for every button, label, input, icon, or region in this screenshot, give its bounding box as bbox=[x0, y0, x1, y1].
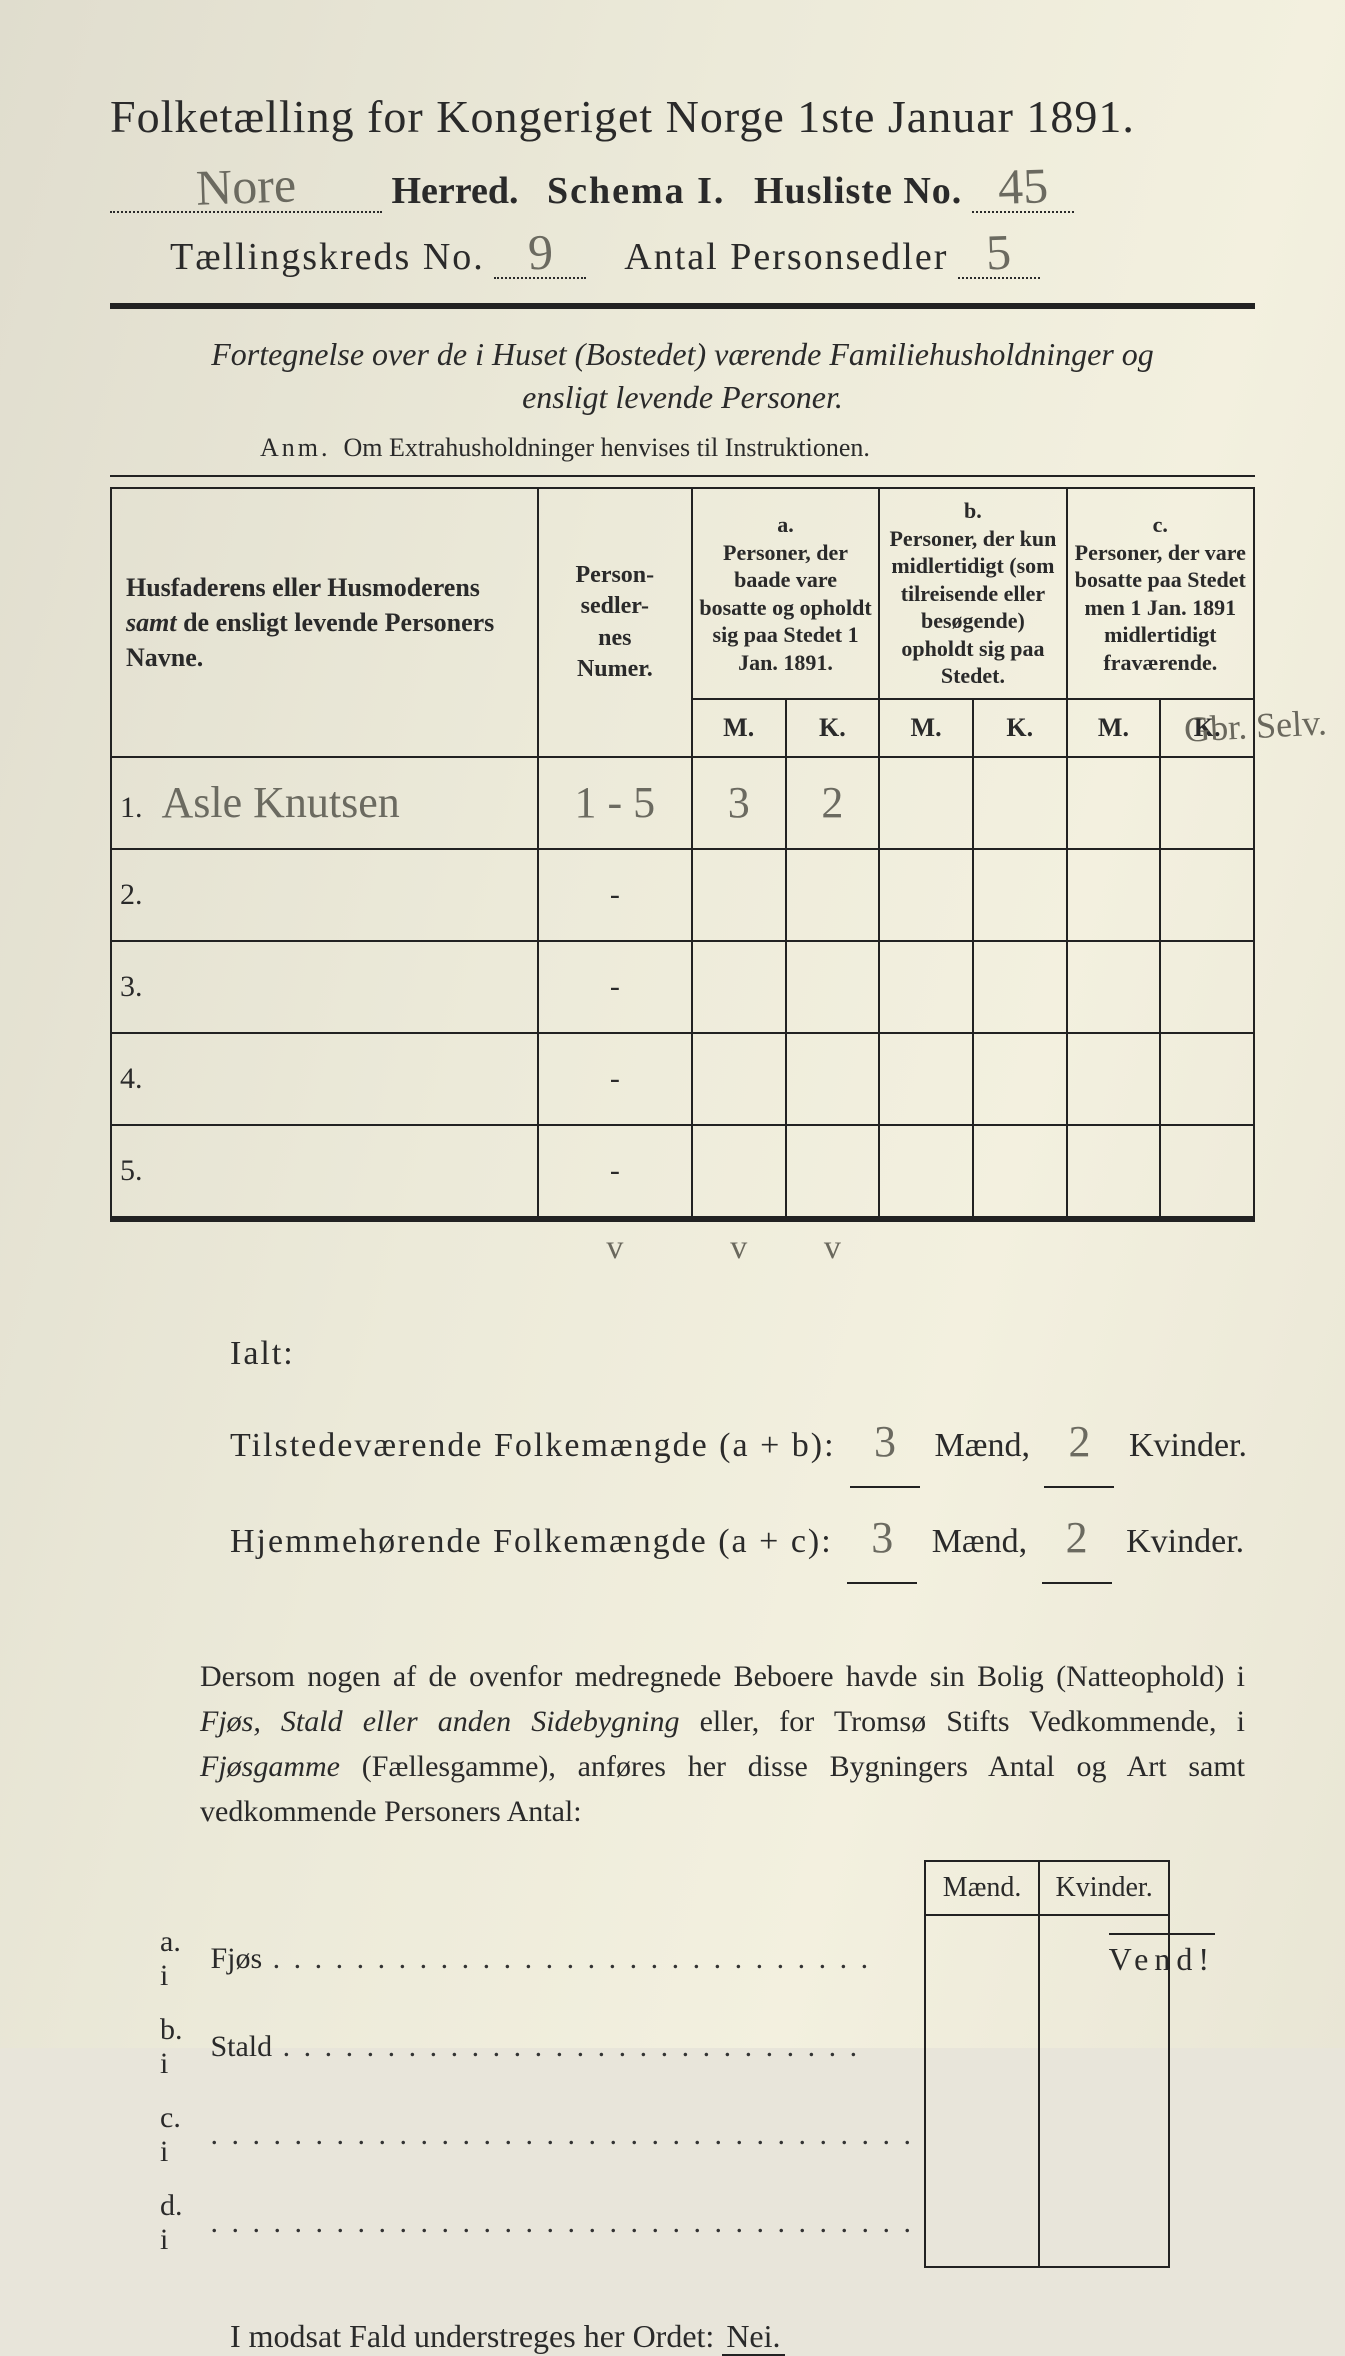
kreds-label: Tællingskreds No. bbox=[170, 236, 485, 278]
household-table: Husfaderens eller Husmode­rens samt de e… bbox=[110, 487, 1255, 1274]
sub-desc: Stald bbox=[210, 2030, 272, 2063]
totals-row1-label: Tilstedeværende Folkemængde (a + b): bbox=[230, 1427, 836, 1464]
vend-label: Vend! bbox=[1109, 1933, 1215, 1978]
col-c-letter: c. bbox=[1153, 512, 1168, 537]
kreds-field: 9 bbox=[494, 227, 586, 279]
col-b-letter: b. bbox=[964, 498, 982, 523]
antal-label: Antal Personsedler bbox=[624, 236, 948, 278]
totals-row1-m: 3 bbox=[874, 1398, 896, 1486]
row-idx: 1. bbox=[120, 791, 154, 825]
sub-lab: b. i bbox=[150, 2003, 200, 2091]
header-line-3: Tællingskreds No. 9 Antal Personsedler 5 bbox=[110, 227, 1255, 279]
maend-label: Mænd, bbox=[935, 1427, 1030, 1464]
a-m-header: M. bbox=[692, 699, 786, 757]
row-idx: 3. bbox=[120, 970, 154, 1004]
antal-field: 5 bbox=[958, 227, 1040, 279]
anm-text: Om Extrahusholdninger henvises til Instr… bbox=[344, 433, 870, 462]
sub-lab: c. i bbox=[150, 2091, 200, 2179]
margin-note: Gbr. Selv. bbox=[1183, 701, 1328, 750]
husliste-field: 45 bbox=[972, 161, 1074, 213]
totals-row2-m: 3 bbox=[871, 1494, 893, 1582]
col-a-letter: a. bbox=[777, 512, 794, 537]
table-check-row: v v v bbox=[111, 1219, 1254, 1274]
nei-word: Nei. bbox=[722, 2318, 784, 2356]
sub-head-k: Kvinder. bbox=[1039, 1861, 1169, 1915]
table-row: 3. - bbox=[111, 941, 1254, 1033]
col-name-header: Husfaderens eller Husmode­rens samt de e… bbox=[111, 488, 538, 757]
row-idx: 4. bbox=[120, 1062, 154, 1096]
row-num: - bbox=[610, 1154, 620, 1187]
row-aM: 3 bbox=[728, 777, 750, 828]
check-mark: v bbox=[730, 1229, 747, 1266]
maend-label: Mænd, bbox=[932, 1523, 1027, 1560]
nei-text: I modsat Fald understreges her Ordet: bbox=[230, 2318, 714, 2354]
totals-row-2: Hjemmehørende Folkemængde (a + c): 3 Mæn… bbox=[230, 1494, 1255, 1584]
row-num: - bbox=[610, 878, 620, 911]
header-line-2: Nore Herred. Schema I. Husliste No. 45 bbox=[110, 161, 1255, 213]
census-form-page: Folketælling for Kongeriget Norge 1ste J… bbox=[0, 0, 1345, 2048]
schema-label: Schema I. bbox=[547, 170, 725, 212]
c-m-header: M. bbox=[1067, 699, 1161, 757]
table-row: 4. - bbox=[111, 1033, 1254, 1125]
sub-desc: Fjøs bbox=[210, 1942, 262, 1975]
col-a-text: Personer, der baade vare bosatte og opho… bbox=[699, 540, 871, 675]
row-num: - bbox=[610, 970, 620, 1003]
side-building-table: Mænd. Kvinder. a. i Fjøs . . . . . . . .… bbox=[150, 1860, 1170, 2268]
table-row: 1. Asle Knutsen 1 - 5 3 2 bbox=[111, 757, 1254, 849]
anm-line: Anm. Om Extrahusholdninger henvises til … bbox=[110, 433, 1255, 463]
husliste-value: 45 bbox=[997, 160, 1049, 212]
table-row: 5. - bbox=[111, 1125, 1254, 1219]
totals-row1-k: 2 bbox=[1068, 1398, 1090, 1486]
herred-field: Nore bbox=[110, 161, 382, 213]
table-row: 2. - bbox=[111, 849, 1254, 941]
antal-value: 5 bbox=[986, 227, 1013, 278]
b-k-header: K. bbox=[973, 699, 1067, 757]
col-b-header: b. Personer, der kun midlertidigt (som t… bbox=[879, 488, 1066, 699]
row-num: 1 - 5 bbox=[575, 777, 656, 828]
page-title: Folketælling for Kongeriget Norge 1ste J… bbox=[110, 90, 1255, 143]
kreds-value: 9 bbox=[527, 227, 554, 278]
totals-row-1: Tilstedeværende Folkemængde (a + b): 3 M… bbox=[230, 1398, 1255, 1488]
col-c-text: Personer, der vare bosatte paa Stedet me… bbox=[1075, 540, 1246, 675]
row-idx: 2. bbox=[120, 878, 154, 912]
row-name: Asle Knutsen bbox=[162, 777, 400, 828]
kvinder-label: Kvinder. bbox=[1126, 1523, 1244, 1560]
nei-line: I modsat Fald understreges her Ordet: Ne… bbox=[110, 2318, 1255, 2355]
sub-row: c. i . . . . . . . . . . . . . . . . . .… bbox=[150, 2091, 1169, 2179]
side-building-paragraph: Dersom nogen af de ovenfor medregnede Be… bbox=[110, 1654, 1255, 1834]
rule-2 bbox=[110, 475, 1255, 477]
kvinder-label: Kvinder. bbox=[1129, 1427, 1247, 1464]
ialt-label: Ialt: bbox=[230, 1320, 1255, 1388]
herred-value: Nore bbox=[195, 159, 297, 212]
totals-row2-label: Hjemmehørende Folkemængde (a + c): bbox=[230, 1523, 833, 1560]
totals-row2-k: 2 bbox=[1066, 1494, 1088, 1582]
sub-lab: a. i bbox=[150, 1915, 200, 2003]
sub-lab: d. i bbox=[150, 2179, 200, 2267]
check-mark: v bbox=[824, 1229, 841, 1266]
b-m-header: M. bbox=[879, 699, 973, 757]
check-mark: v bbox=[606, 1229, 623, 1266]
col-a-header: a. Personer, der baade vare bosatte og o… bbox=[692, 488, 879, 699]
col-num-header: Person-sedler-nesNumer. bbox=[538, 488, 692, 757]
row-aK: 2 bbox=[821, 777, 843, 828]
herred-label: Herred. bbox=[392, 170, 519, 212]
husliste-label: Husliste No. bbox=[754, 170, 962, 212]
sub-row: d. i . . . . . . . . . . . . . . . . . .… bbox=[150, 2179, 1169, 2267]
col-c-header: c. Personer, der vare bosatte paa Stedet… bbox=[1067, 488, 1254, 699]
totals-block: Ialt: Tilstedeværende Folkemængde (a + b… bbox=[110, 1320, 1255, 1584]
row-num: - bbox=[610, 1062, 620, 1095]
rule-1 bbox=[110, 303, 1255, 309]
a-k-header: K. bbox=[786, 699, 880, 757]
col-b-text: Personer, der kun midlertidigt (som tilr… bbox=[889, 526, 1056, 689]
anm-label: Anm. bbox=[260, 433, 331, 462]
sub-row: b. i Stald . . . . . . . . . . . . . . .… bbox=[150, 2003, 1169, 2091]
subtitle: Fortegnelse over de i Huset (Bostedet) v… bbox=[170, 333, 1195, 419]
sub-row: a. i Fjøs . . . . . . . . . . . . . . . … bbox=[150, 1915, 1169, 2003]
sub-head-m: Mænd. bbox=[925, 1861, 1039, 1915]
row-idx: 5. bbox=[120, 1154, 154, 1188]
